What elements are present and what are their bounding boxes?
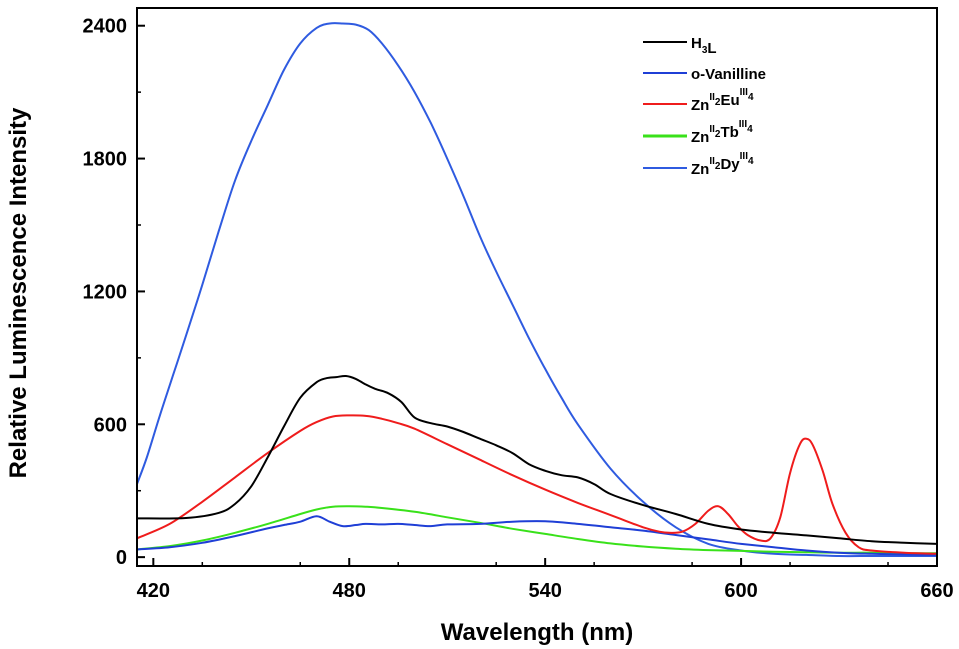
legend-label: o-Vanilline <box>691 66 766 83</box>
legend-label: ZnII2DyIII4 <box>691 151 754 178</box>
x-tick-label: 480 <box>333 580 366 602</box>
y-tick-label: 2400 <box>83 16 128 38</box>
y-axis: 0 600 1200 1800 2400 <box>83 16 145 569</box>
plot-frame <box>136 7 938 567</box>
x-tick-label: 540 <box>528 580 561 602</box>
y-tick-label: 600 <box>94 414 127 436</box>
y-axis-title: Relative Luminescence Intensity <box>5 107 32 478</box>
x-axis: 420 480 540 600 660 <box>137 558 954 602</box>
y-tick-label: 1200 <box>83 281 128 303</box>
legend-label: ZnII2TbIII4 <box>691 119 753 146</box>
series-line-o-vanilline <box>136 515 938 556</box>
series-line-znii2euiii4 <box>136 414 938 555</box>
x-tick-label: 660 <box>920 580 953 602</box>
x-tick-label: 420 <box>137 580 170 602</box>
series-line-h3l <box>136 374 938 545</box>
series-line-znii2tbiii4 <box>136 505 937 555</box>
y-tick-label: 1800 <box>83 149 128 171</box>
series-line-znii2dyiii4 <box>136 22 937 558</box>
legend-label: ZnII2EuIII4 <box>691 87 754 114</box>
plot-lines <box>136 22 938 558</box>
legend-label: H3L <box>691 35 717 57</box>
y-tick-label: 0 <box>116 547 127 569</box>
legend: H3L o-Vanilline ZnII2EuIII4 ZnII2TbIII4 ZnII… <box>643 35 766 178</box>
x-tick-label: 600 <box>724 580 757 602</box>
x-axis-title: Wavelength (nm) <box>441 619 633 646</box>
